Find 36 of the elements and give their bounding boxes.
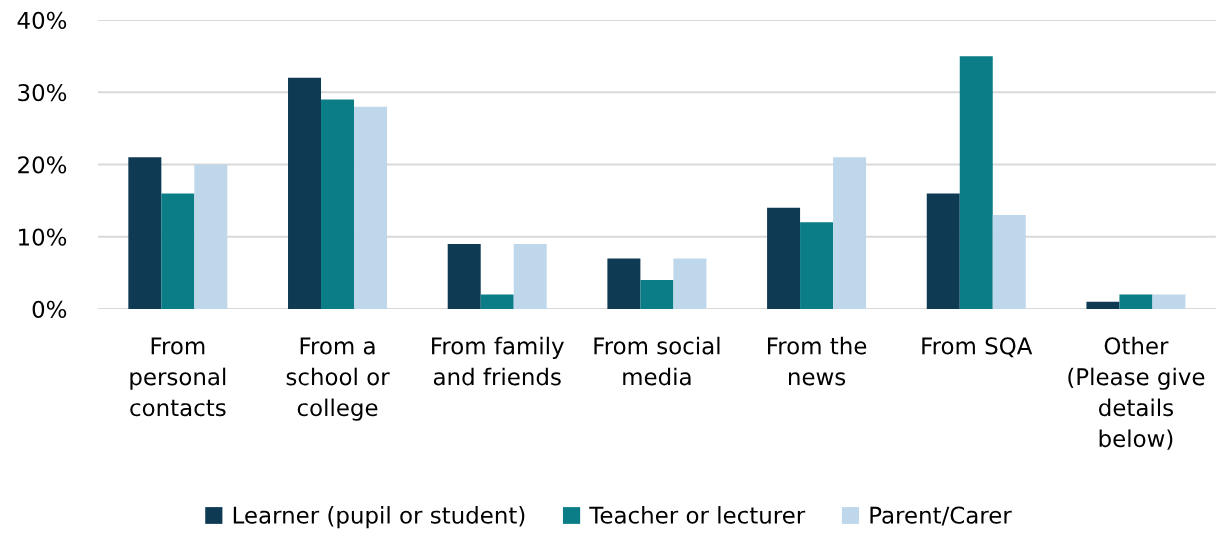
- x-tick-label: Other (Please give details below): [1068, 336, 1205, 450]
- bar: [767, 207, 801, 309]
- y-tick-label: 10%: [19, 228, 67, 246]
- y-tick-label: 40%: [17, 11, 67, 30]
- legend-label: Parent/Carer: [870, 506, 1012, 526]
- bar: [673, 258, 707, 309]
- bar: [833, 157, 867, 309]
- bar: [447, 243, 481, 309]
- x-tick-label: From SQA: [922, 337, 1033, 358]
- x-tick-label: From family and friends: [432, 336, 564, 386]
- bar: [800, 222, 834, 309]
- bar: [959, 56, 993, 309]
- y-tick-label: 20%: [18, 156, 67, 174]
- x-tick-label: From social media: [594, 336, 720, 386]
- bar: [640, 280, 674, 309]
- bar: [194, 164, 228, 309]
- bar: [1152, 294, 1186, 309]
- bar: [288, 77, 322, 309]
- bar: [321, 99, 355, 309]
- bar: [354, 106, 388, 309]
- bar: [607, 258, 641, 309]
- y-tick-label: 30%: [18, 83, 67, 102]
- bar: [513, 243, 547, 309]
- bar: [161, 193, 195, 309]
- bar: [1119, 294, 1153, 309]
- x-tick-label: From personal contacts: [130, 337, 226, 417]
- bar: [480, 294, 514, 309]
- legend-label: Learner (pupil or student): [233, 506, 525, 529]
- bar: [992, 215, 1026, 309]
- x-tick-label: From a school or college: [286, 337, 390, 421]
- y-tick-label: 0%: [32, 300, 67, 319]
- bar: [926, 193, 960, 309]
- x-tick-label: From the news: [767, 336, 867, 386]
- legend-label: Teacher or lecturer: [589, 506, 806, 524]
- bar: [1086, 301, 1120, 309]
- bar: [128, 157, 162, 309]
